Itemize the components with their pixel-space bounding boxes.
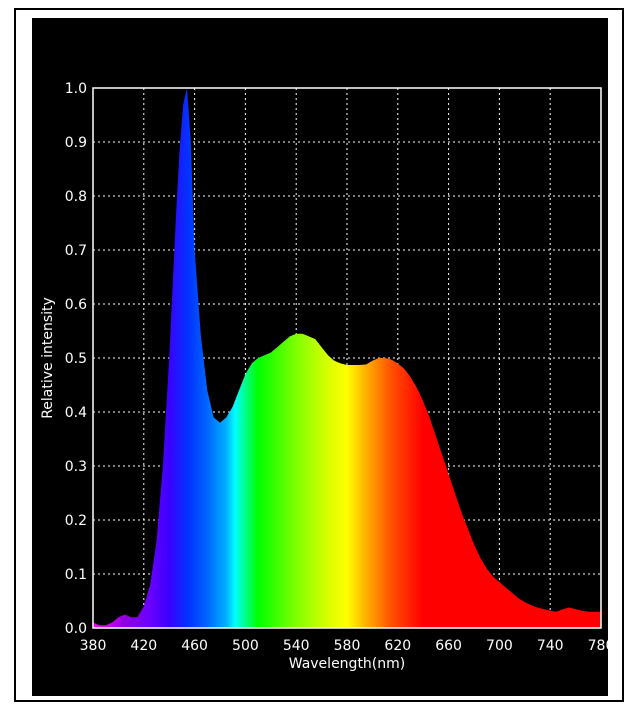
spectrum-area bbox=[93, 88, 601, 628]
x-tick-label: 660 bbox=[435, 638, 462, 654]
y-tick-label: 0.1 bbox=[65, 567, 87, 583]
x-tick-label: 380 bbox=[80, 638, 107, 654]
x-tick-label: 540 bbox=[283, 638, 310, 654]
x-tick-label: 420 bbox=[130, 638, 157, 654]
x-tick-label: 700 bbox=[486, 638, 513, 654]
y-tick-label: 0.9 bbox=[65, 135, 87, 151]
y-tick-label: 0.6 bbox=[65, 297, 87, 313]
x-tick-label: 500 bbox=[232, 638, 259, 654]
y-tick-label: 1.0 bbox=[65, 81, 87, 97]
y-tick-label: 0.5 bbox=[65, 351, 87, 367]
x-tick-label: 780 bbox=[588, 638, 608, 654]
y-tick-label: 0.7 bbox=[65, 243, 87, 259]
tick-labels: 380 420 460 500 540 580 620 660 700 740 780 0.0 0.1 0… bbox=[65, 81, 608, 654]
y-axis-title: Relative intensity bbox=[40, 297, 56, 419]
x-tick-label: 580 bbox=[334, 638, 361, 654]
y-tick-label: 0.2 bbox=[65, 513, 87, 529]
plot-border bbox=[92, 87, 602, 629]
spectrum-chart: 380 420 460 500 540 580 620 660 700 740 780 0.0 0.1 0… bbox=[40, 81, 608, 672]
y-tick-label: 0.3 bbox=[65, 459, 87, 475]
y-tick-label: 0.4 bbox=[65, 405, 87, 421]
x-tick-label: 740 bbox=[537, 638, 564, 654]
x-axis-title: Wavelength(nm) bbox=[289, 656, 405, 672]
x-tick-label: 460 bbox=[181, 638, 208, 654]
y-tick-label: 0.0 bbox=[65, 621, 87, 637]
x-tick-label: 620 bbox=[384, 638, 411, 654]
y-tick-label: 0.8 bbox=[65, 189, 87, 205]
